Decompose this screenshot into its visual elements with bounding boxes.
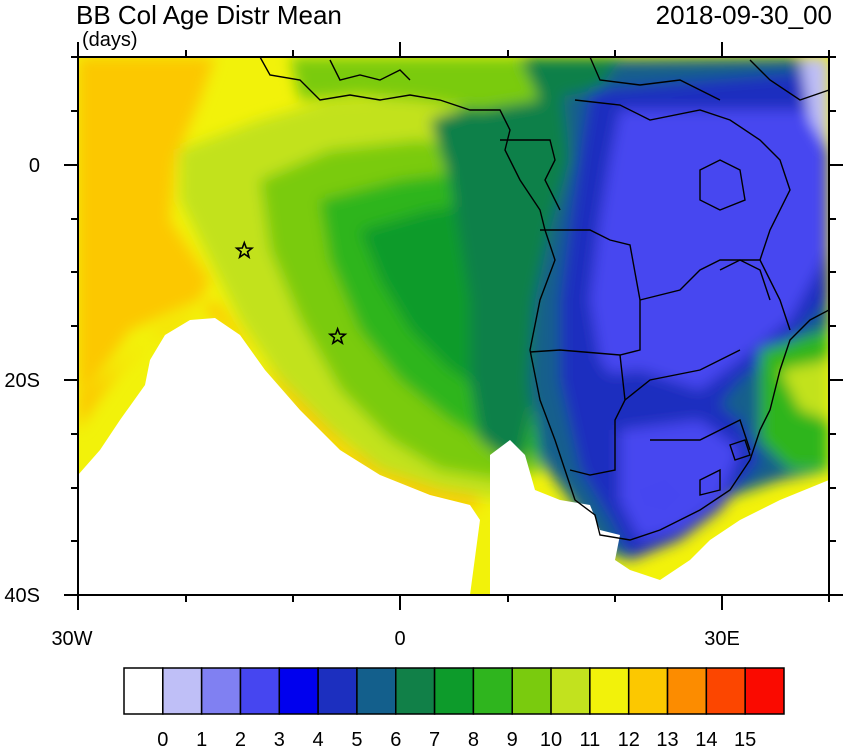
colorbar-box [511, 667, 552, 715]
colorbar-box [317, 667, 358, 715]
map-field [78, 57, 829, 595]
colorbar-label: 14 [695, 729, 717, 750]
star-marker-2 [327, 326, 348, 346]
colorbar-label: 10 [540, 729, 562, 750]
colorbar-box [433, 667, 475, 715]
colorbar-label: 8 [468, 729, 479, 750]
star-marker-1 [234, 240, 255, 260]
colorbar-label: 5 [351, 729, 362, 750]
colorbar-box [123, 667, 164, 715]
map-title: BB Col Age Distr Mean [76, 0, 342, 30]
colorbar-box [356, 667, 397, 715]
colorbar-label: 6 [390, 729, 401, 750]
colorbar-box [200, 667, 242, 715]
colorbar-box [162, 667, 203, 715]
colorbar-box [705, 667, 746, 715]
site-markers [234, 240, 348, 346]
lat-label-0: 0 [29, 155, 40, 177]
units-label: (days) [82, 29, 138, 51]
lon-label-0: 0 [394, 628, 405, 650]
axis-ticks [64, 42, 843, 610]
colorbar-box [472, 667, 513, 715]
colorbar-label: 2 [235, 729, 246, 750]
colorbar-label: 0 [157, 729, 168, 750]
country-borders [259, 57, 829, 541]
colorbar-label: 12 [618, 729, 640, 750]
lat-label-40s: 40S [4, 585, 40, 607]
colorbar-label: 7 [429, 729, 440, 750]
colorbar-label: 13 [656, 729, 678, 750]
colorbar-box [278, 667, 319, 715]
colorbar: 0 1 2 3 4 5 6 7 8 9 10 11 12 13 14 15 [123, 667, 785, 750]
colorbar-box [627, 667, 669, 715]
colorbar-box [550, 667, 591, 715]
colorbar-box [395, 667, 436, 715]
lat-label-20s: 20S [4, 370, 40, 392]
colorbar-label: 4 [313, 729, 324, 750]
colorbar-box [239, 667, 281, 715]
colorbar-label: 9 [507, 729, 518, 750]
datetime-label: 2018-09-30_00 [655, 0, 832, 30]
colorbar-label: 11 [579, 729, 600, 750]
colorbar-label: 3 [274, 729, 285, 750]
colorbar-label: 15 [734, 729, 756, 750]
colorbar-box [589, 667, 630, 715]
lon-label-30w: 30W [51, 628, 92, 650]
colorbar-box [666, 667, 708, 715]
colorbar-box [744, 667, 785, 715]
colorbar-label: 1 [196, 729, 207, 750]
lon-label-30e: 30E [704, 628, 740, 650]
